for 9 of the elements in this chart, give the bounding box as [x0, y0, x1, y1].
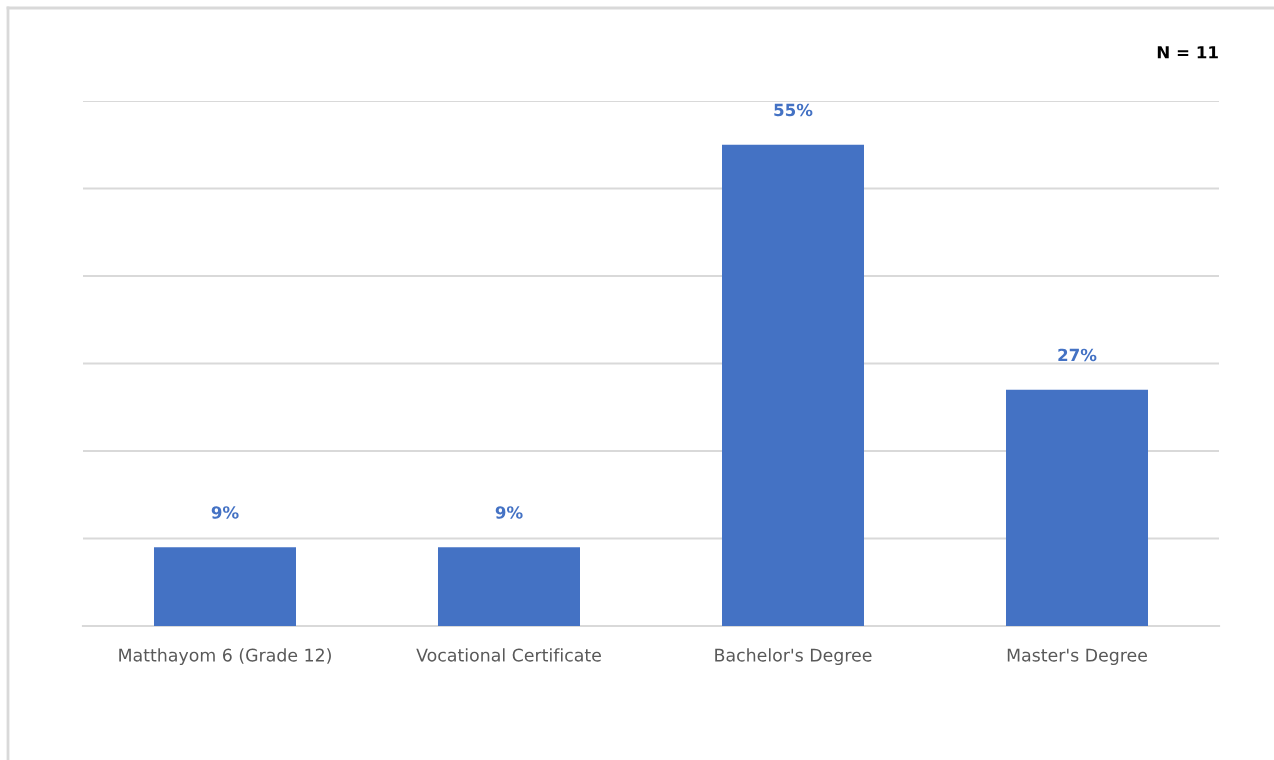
data-label: 9% [211, 506, 239, 519]
text: N = 11 [1157, 46, 1218, 59]
x-tick-label: Vocational Certificate [416, 648, 601, 662]
x-tick-label: Master's Degree [1007, 648, 1147, 666]
data-label: 55% [774, 103, 813, 117]
x-tick-label: Matthayom 6 (Grade 12) [119, 648, 331, 666]
data-label: 27% [1058, 348, 1097, 362]
x-tick-label: Bachelor's Degree [715, 648, 872, 666]
data-label: 9% [495, 506, 523, 519]
